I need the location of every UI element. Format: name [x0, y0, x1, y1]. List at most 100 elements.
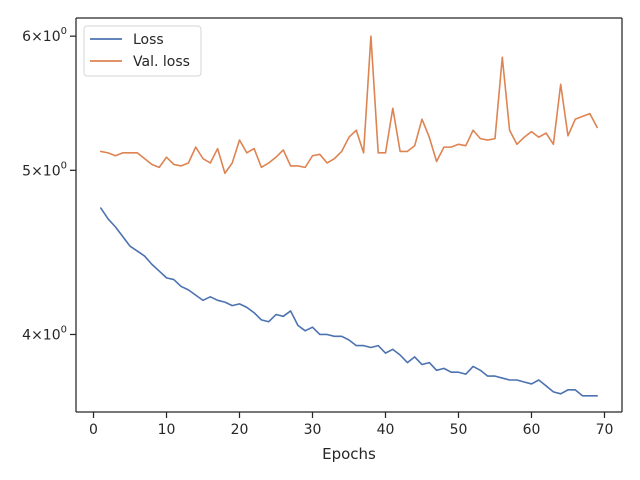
data-point-loss: [428, 362, 430, 364]
data-point-loss: [282, 315, 284, 317]
data-point-loss: [246, 306, 248, 308]
legend-label-val-loss: Val. loss: [133, 54, 190, 70]
data-point-loss: [574, 389, 576, 391]
data-point-loss: [582, 395, 584, 397]
data-point-loss: [136, 250, 138, 252]
data-point-val-loss: [312, 155, 314, 157]
data-point-val-loss: [136, 152, 138, 154]
data-point-val-loss: [406, 151, 408, 153]
data-point-loss: [195, 294, 197, 296]
data-point-loss: [115, 226, 117, 228]
data-point-loss: [363, 345, 365, 347]
y-axis-ticks: 4×100 5×100 6×100: [22, 26, 76, 343]
data-point-loss: [348, 339, 350, 341]
data-point-loss: [231, 305, 233, 307]
data-point-val-loss: [509, 129, 511, 131]
plot-area: [75, 17, 623, 413]
data-point-val-loss: [326, 162, 328, 164]
data-point-val-loss: [275, 156, 277, 158]
data-point-loss: [224, 301, 226, 303]
data-point-loss: [406, 362, 408, 364]
data-point-val-loss: [428, 136, 430, 138]
data-point-loss: [414, 356, 416, 358]
data-point-loss: [436, 369, 438, 371]
data-point-loss: [158, 270, 160, 272]
x-tick-label: 40: [377, 422, 395, 438]
data-point-val-loss: [348, 136, 350, 138]
data-point-loss: [421, 364, 423, 366]
data-point-loss: [377, 345, 379, 347]
data-point-loss: [144, 255, 146, 257]
data-point-loss: [370, 347, 372, 349]
data-point-loss: [472, 366, 474, 368]
data-point-val-loss: [158, 166, 160, 168]
data-point-loss: [509, 379, 511, 381]
data-point-val-loss: [319, 153, 321, 155]
data-point-val-loss: [596, 127, 598, 129]
data-point-loss: [596, 395, 598, 397]
data-point-loss: [100, 207, 102, 209]
series-layer: [100, 35, 598, 397]
data-point-loss: [465, 373, 467, 375]
x-tick-label: 50: [450, 422, 468, 438]
data-point-val-loss: [217, 148, 219, 150]
data-point-loss: [355, 345, 357, 347]
data-point-loss: [567, 389, 569, 391]
data-point-val-loss: [567, 135, 569, 137]
data-point-loss: [560, 393, 562, 395]
data-point-val-loss: [363, 152, 365, 154]
data-point-val-loss: [465, 145, 467, 147]
data-point-loss: [239, 303, 241, 305]
data-point-val-loss: [370, 35, 372, 37]
data-point-loss: [501, 377, 503, 379]
data-point-val-loss: [472, 129, 474, 131]
data-point-val-loss: [552, 143, 554, 145]
data-point-val-loss: [385, 152, 387, 154]
data-point-val-loss: [582, 116, 584, 118]
data-point-val-loss: [209, 162, 211, 164]
data-point-loss: [253, 312, 255, 314]
data-point-val-loss: [516, 143, 518, 145]
data-point-val-loss: [224, 172, 226, 174]
data-point-val-loss: [290, 165, 292, 167]
data-point-loss: [122, 236, 124, 238]
data-point-val-loss: [392, 107, 394, 109]
data-point-loss: [531, 383, 533, 385]
x-axis-label: Epochs: [322, 445, 376, 463]
data-point-val-loss: [523, 136, 525, 138]
data-point-val-loss: [115, 155, 117, 157]
data-point-loss: [399, 354, 401, 356]
data-point-loss: [385, 352, 387, 354]
data-point-loss: [589, 395, 591, 397]
data-point-val-loss: [151, 164, 153, 166]
data-point-loss: [151, 263, 153, 265]
data-point-loss: [107, 218, 109, 220]
data-point-val-loss: [494, 138, 496, 140]
data-point-val-loss: [355, 129, 357, 131]
data-point-loss: [180, 286, 182, 288]
data-point-loss: [304, 330, 306, 332]
x-tick-label: 10: [158, 422, 176, 438]
data-point-val-loss: [188, 162, 190, 164]
data-point-val-loss: [166, 156, 168, 158]
data-point-val-loss: [589, 113, 591, 115]
data-point-loss: [268, 321, 270, 323]
x-tick-label: 30: [304, 422, 322, 438]
data-point-loss: [202, 299, 204, 301]
data-point-loss: [326, 334, 328, 336]
data-point-val-loss: [304, 166, 306, 168]
data-point-loss: [290, 310, 292, 312]
data-point-val-loss: [282, 149, 284, 151]
data-point-val-loss: [377, 152, 379, 154]
data-point-loss: [217, 299, 219, 301]
data-point-val-loss: [202, 158, 204, 160]
data-point-loss: [188, 289, 190, 291]
data-point-loss: [341, 335, 343, 337]
series-line-val-loss: [100, 35, 598, 175]
data-point-val-loss: [531, 131, 533, 133]
data-point-loss: [487, 375, 489, 377]
x-tick-label: 20: [231, 422, 249, 438]
data-point-loss: [129, 245, 131, 247]
data-point-val-loss: [246, 152, 248, 154]
data-point-val-loss: [334, 158, 336, 160]
